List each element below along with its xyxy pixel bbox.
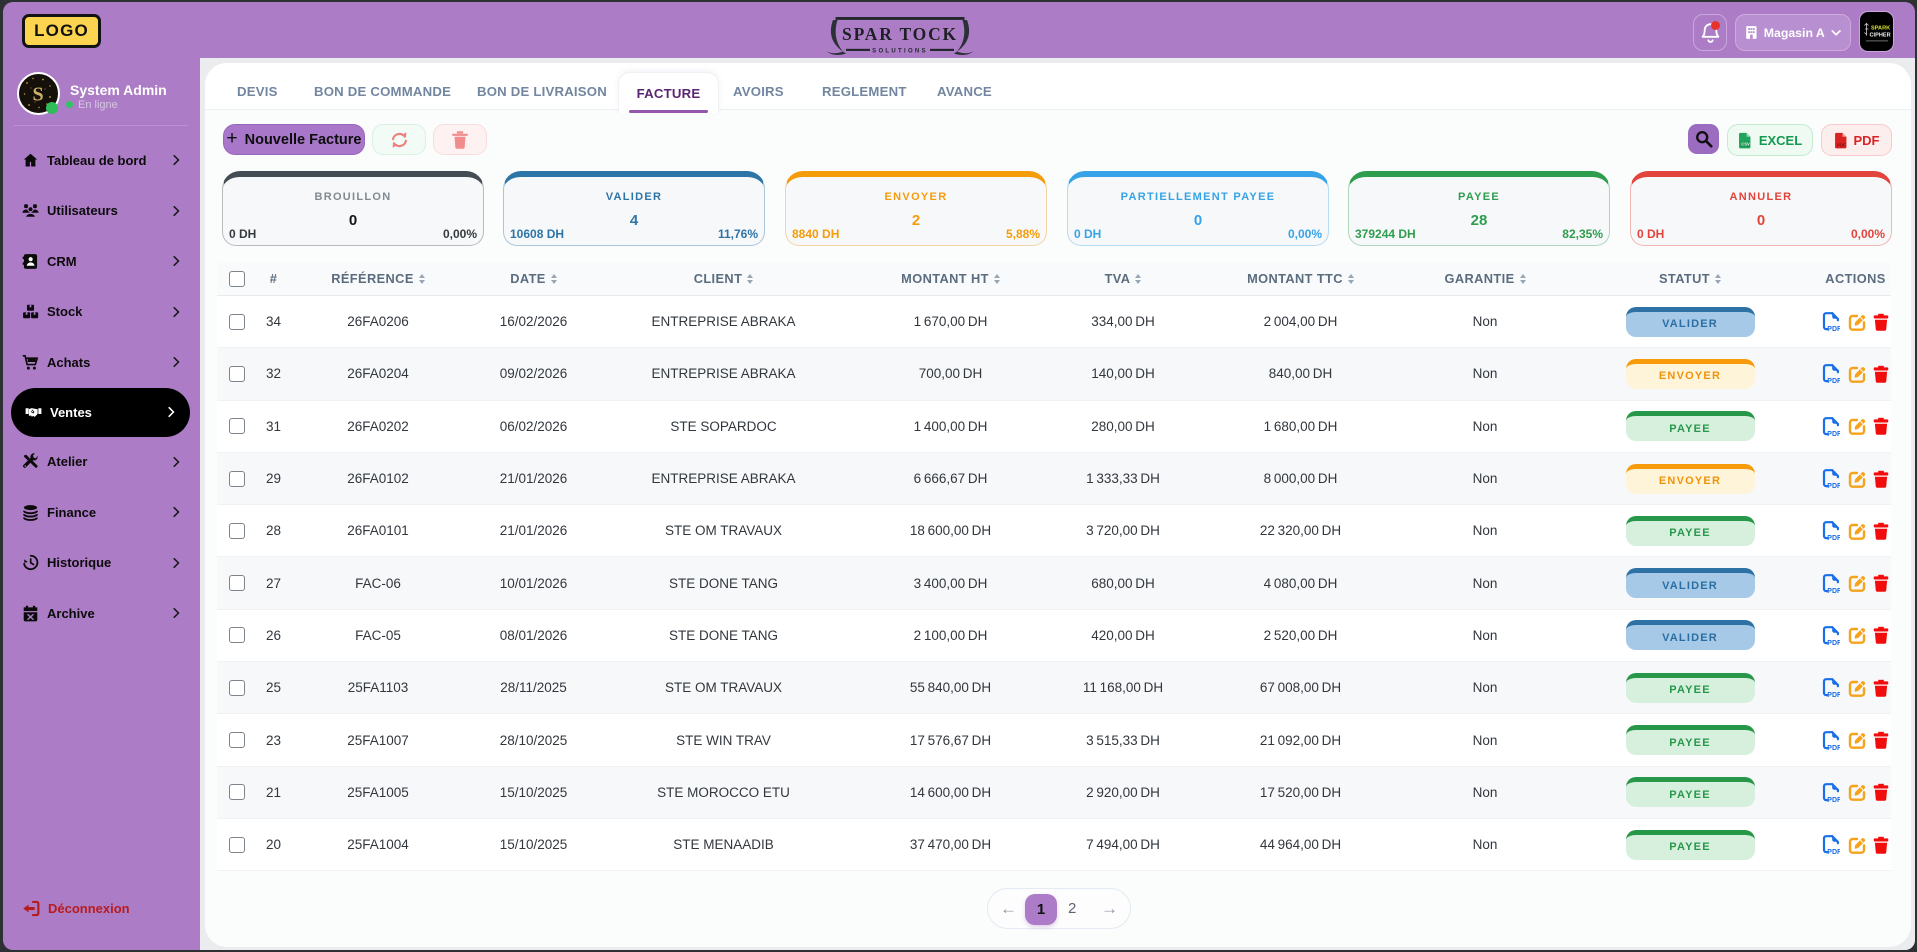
svg-text:PDF: PDF — [1827, 431, 1840, 436]
svg-text:PDF: PDF — [1827, 535, 1840, 540]
svg-text:CIPHER: CIPHER — [1870, 33, 1891, 39]
svg-text:PDF: PDF — [1827, 849, 1840, 854]
svg-text:SOLUTIONS: SOLUTIONS — [872, 48, 928, 54]
svg-text:S: S — [32, 84, 43, 106]
svg-text:PDF: PDF — [1827, 640, 1840, 645]
svg-text:SPAR TOCK: SPAR TOCK — [842, 24, 958, 44]
svg-text:PDF: PDF — [1827, 744, 1840, 749]
svg-text:PDF: PDF — [1827, 692, 1840, 697]
svg-text:PDF: PDF — [1827, 326, 1840, 331]
svg-text:PDF: PDF — [1827, 483, 1840, 488]
svg-text:PDF: PDF — [1827, 378, 1840, 383]
svg-text:PDF: PDF — [1836, 142, 1845, 147]
svg-text:SPARK: SPARK — [1871, 26, 1890, 32]
svg-text:CSV: CSV — [1741, 141, 1750, 146]
svg-text:PDF: PDF — [1827, 797, 1840, 802]
svg-text:PDF: PDF — [1827, 587, 1840, 592]
